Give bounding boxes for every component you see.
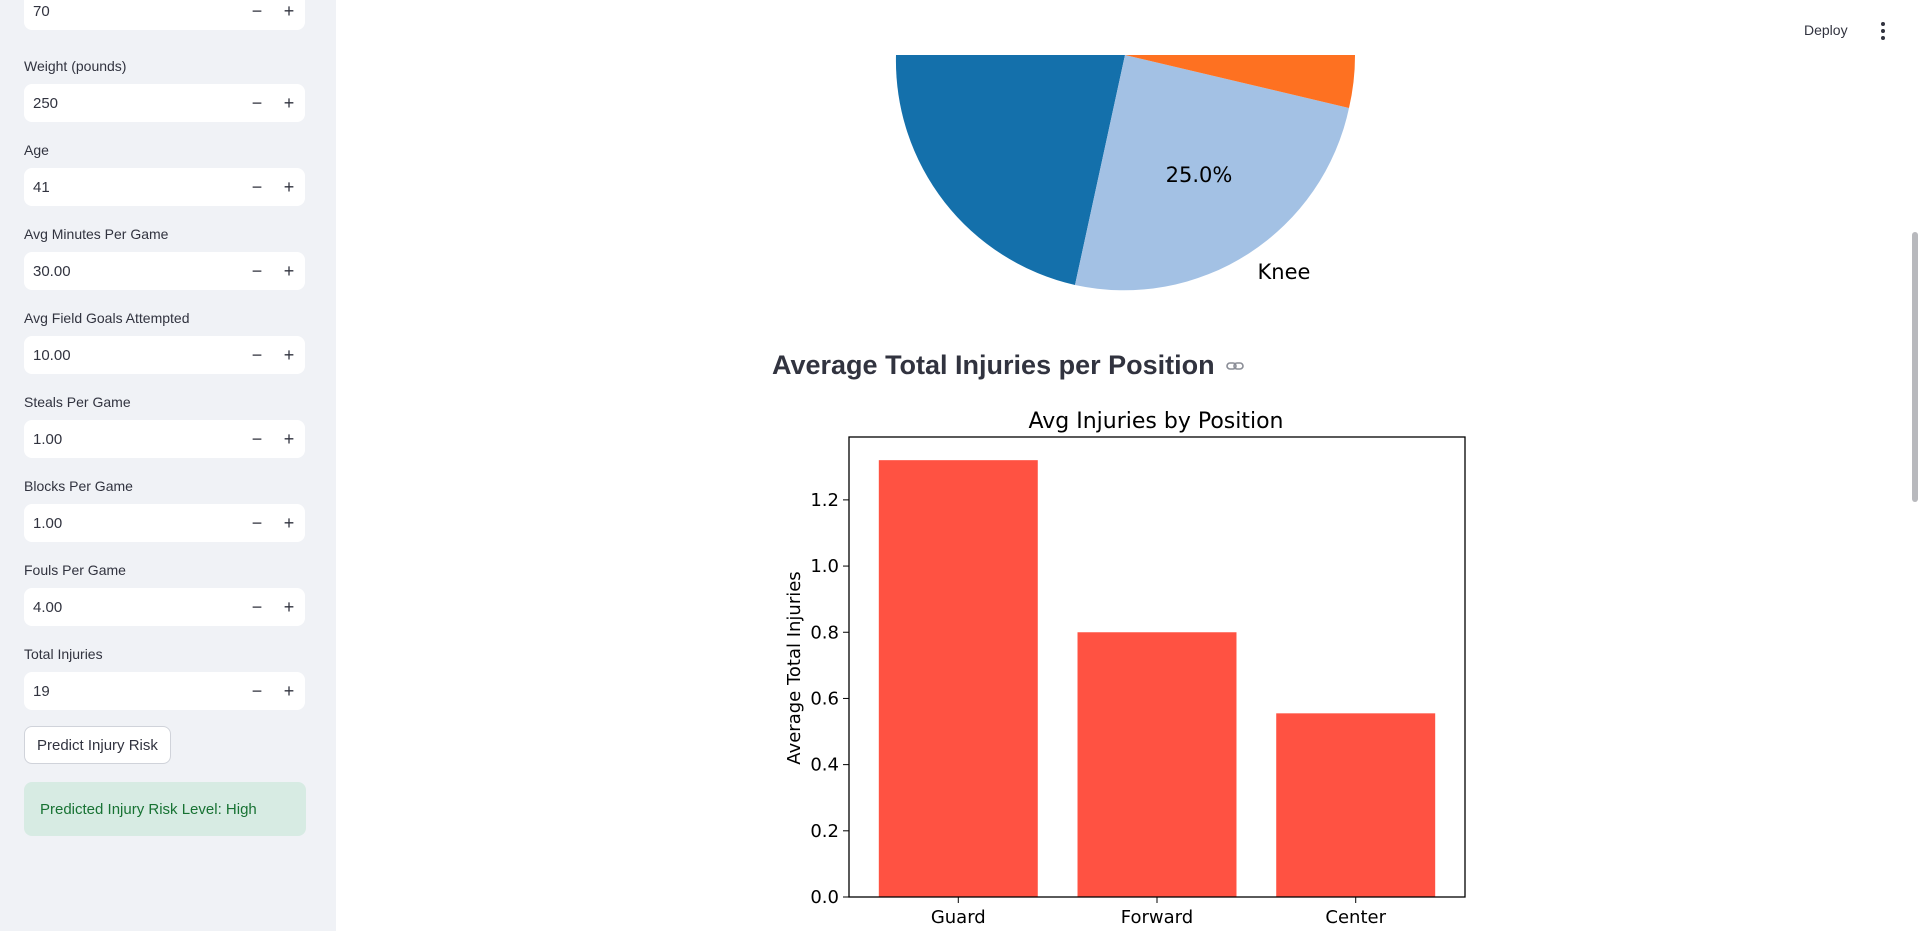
decrement-button[interactable]: − <box>251 512 263 533</box>
increment-button[interactable]: + <box>283 344 295 365</box>
x-tick-label: Center <box>1325 907 1386 928</box>
pie-slice-light-blue <box>1075 55 1349 291</box>
number-field-5: Steals Per Game 1.00 − + <box>24 392 305 458</box>
number-field-3: Avg Minutes Per Game 30.00 − + <box>24 224 305 290</box>
vertical-ellipsis-icon[interactable] <box>1875 20 1891 42</box>
decrement-button[interactable]: − <box>251 596 263 617</box>
number-input[interactable]: 1.00 − + <box>24 420 305 458</box>
y-tick-label: 0.6 <box>810 688 839 709</box>
field-label: Avg Field Goals Attempted <box>24 310 190 326</box>
decrement-button[interactable]: − <box>251 680 263 701</box>
number-field-7: Fouls Per Game 4.00 − + <box>24 560 305 626</box>
decrement-button[interactable]: − <box>251 0 263 21</box>
number-input-value[interactable]: 10.00 <box>33 346 71 364</box>
number-field-2: Age 41 − + <box>24 140 305 206</box>
number-input-value[interactable]: 1.00 <box>33 430 63 448</box>
decrement-button[interactable]: − <box>251 428 263 449</box>
decrement-button[interactable]: − <box>251 92 263 113</box>
increment-button[interactable]: + <box>283 92 295 113</box>
number-field-1: Weight (pounds) 250 − + <box>24 56 305 122</box>
number-input-value[interactable]: 250 <box>33 94 59 112</box>
main-scrollbar[interactable] <box>1912 232 1918 502</box>
y-tick-label: 0.8 <box>810 622 839 643</box>
increment-button[interactable]: + <box>283 0 295 21</box>
number-input[interactable]: 1.00 − + <box>24 504 305 542</box>
x-tick-label: Forward <box>1121 907 1193 928</box>
decrement-button[interactable]: − <box>251 176 263 197</box>
bar-guard <box>878 460 1038 897</box>
number-input[interactable]: 4.00 − + <box>24 588 305 626</box>
number-input-value[interactable]: 70 <box>33 2 50 20</box>
increment-button[interactable]: + <box>283 428 295 449</box>
sidebar: 70− + Weight (pounds) 250− + Age 41− + Avg Minut… <box>0 0 336 931</box>
field-label: Age <box>24 142 49 158</box>
number-input[interactable]: 41 − + <box>24 168 305 206</box>
prediction-result-text: Predicted Injury Risk Level: High <box>40 800 257 818</box>
increment-button[interactable]: + <box>283 596 295 617</box>
y-tick-label: 1.2 <box>810 490 839 511</box>
increment-button[interactable]: + <box>283 176 295 197</box>
number-input[interactable]: 30.00 − + <box>24 252 305 290</box>
bar-center <box>1276 713 1436 897</box>
link-icon[interactable] <box>1225 356 1245 376</box>
field-label: Steals Per Game <box>24 394 131 410</box>
number-field-0: 70 − + <box>24 0 305 30</box>
pie-slice-orange <box>1125 55 1356 108</box>
number-field-4: Avg Field Goals Attempted 10.00 − + <box>24 308 305 374</box>
chart-title: Avg Injuries by Position <box>1028 409 1283 434</box>
field-label: Weight (pounds) <box>24 58 127 74</box>
decrement-button[interactable]: − <box>251 344 263 365</box>
pie-slice-dark-blue <box>895 55 1125 285</box>
prediction-result-alert: Predicted Injury Risk Level: High <box>24 782 306 836</box>
field-label: Total Injuries <box>24 646 103 662</box>
x-tick-label: Guard <box>931 907 986 928</box>
increment-button[interactable]: + <box>283 680 295 701</box>
y-tick-label: 1.0 <box>810 556 839 577</box>
number-field-8: Total Injuries 19 − + <box>24 644 305 710</box>
decrement-button[interactable]: − <box>251 260 263 281</box>
y-axis-label: Average Total Injuries <box>784 571 805 764</box>
predict-injury-risk-button[interactable]: Predict Injury Risk <box>24 726 171 764</box>
plot-frame <box>848 436 1466 898</box>
bar-forward <box>1077 632 1237 897</box>
y-tick-label: 0.0 <box>810 887 839 908</box>
number-input-value[interactable]: 1.00 <box>33 514 63 532</box>
number-input[interactable]: 70 − + <box>24 0 305 30</box>
y-tick-label: 0.4 <box>810 755 839 776</box>
field-label: Avg Minutes Per Game <box>24 226 169 242</box>
number-input[interactable]: 19 − + <box>24 672 305 710</box>
pie-chart: 25.0% Knee <box>895 55 1356 291</box>
number-input[interactable]: 250 − + <box>24 84 305 122</box>
section-heading-text: Average Total Injuries per Position <box>772 350 1215 380</box>
section-heading: Average Total Injuries per Position <box>772 350 1245 381</box>
number-input[interactable]: 10.00 − + <box>24 336 305 374</box>
deploy-button[interactable]: Deploy <box>1804 22 1848 38</box>
number-input-value[interactable]: 30.00 <box>33 262 71 280</box>
number-input-value[interactable]: 4.00 <box>33 598 63 616</box>
increment-button[interactable]: + <box>283 512 295 533</box>
number-field-6: Blocks Per Game 1.00 − + <box>24 476 305 542</box>
increment-button[interactable]: + <box>283 260 295 281</box>
pie-slice-percent-label: 25.0% <box>1166 163 1233 187</box>
y-tick-label: 0.2 <box>810 821 839 842</box>
field-label: Blocks Per Game <box>24 478 133 494</box>
pie-slice-name-label: Knee <box>1258 260 1311 284</box>
field-label: Fouls Per Game <box>24 562 126 578</box>
number-input-value[interactable]: 41 <box>33 178 50 196</box>
number-input-value[interactable]: 19 <box>33 682 50 700</box>
